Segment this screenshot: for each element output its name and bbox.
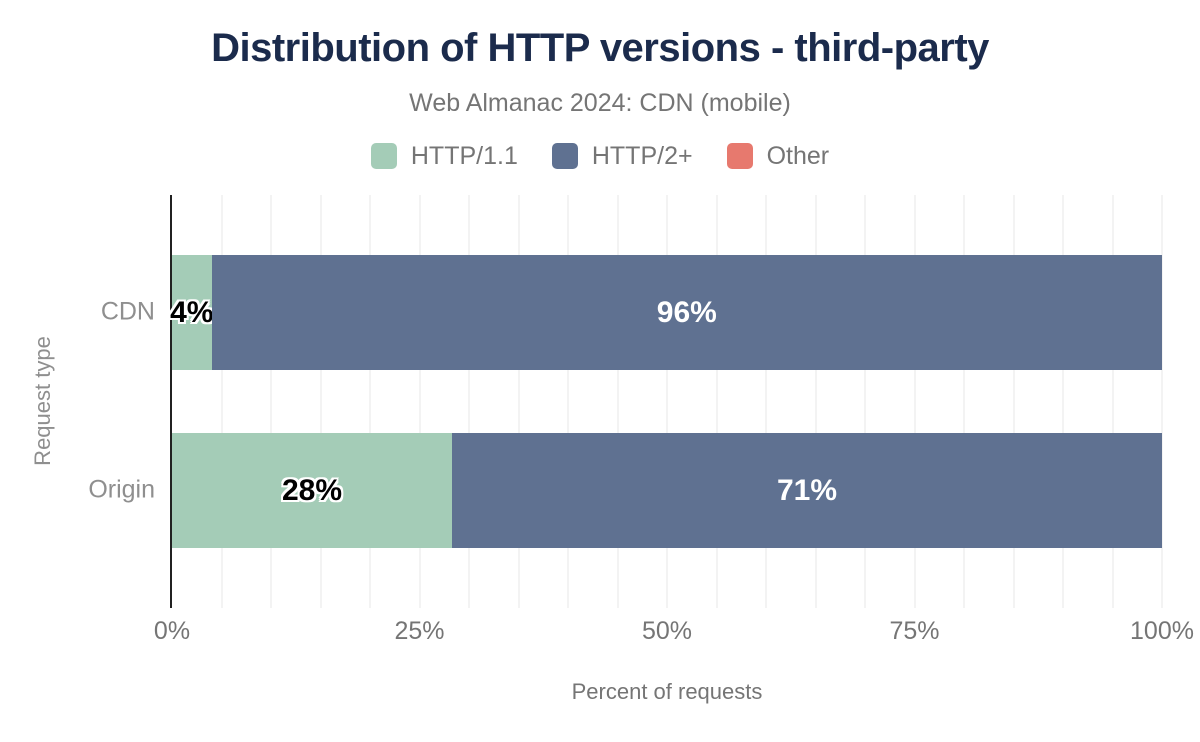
chart-subtitle: Web Almanac 2024: CDN (mobile)	[409, 89, 791, 117]
category-label-cdn: CDN	[100, 297, 155, 326]
y-axis-title: Request type	[30, 336, 55, 466]
chart-legend: HTTP/1.1 HTTP/2+ Other	[0, 140, 1200, 172]
gridline	[517, 195, 520, 608]
x-axis-title: Percent of requests	[571, 679, 763, 704]
x-tick-label-100: 100%	[1130, 617, 1194, 645]
bar-segment-cdn-http-2-[interactable]: 96%	[211, 255, 1162, 370]
gridline	[468, 195, 470, 608]
legend-swatch-icon	[726, 143, 753, 169]
bar-segment-label: 4%	[170, 295, 214, 329]
gridline	[270, 195, 272, 608]
gridline	[369, 195, 371, 608]
chart-title: Distribution of HTTP versions - third-pa…	[211, 26, 989, 70]
gridline	[1161, 195, 1163, 608]
legend-swatch-icon	[551, 143, 578, 169]
gridline	[666, 195, 668, 608]
legend-label: HTTP/1.1	[410, 141, 518, 170]
x-tick-label-0: 0%	[153, 617, 191, 645]
gridline	[963, 195, 965, 608]
x-tick-label-25: 25%	[394, 617, 445, 645]
gridline	[567, 195, 569, 608]
gridline	[319, 195, 322, 608]
gridline	[864, 195, 866, 608]
x-tick-label-75: 75%	[889, 617, 940, 645]
legend-item-http-1-1: HTTP/1.1	[370, 141, 518, 171]
bar-segment-label: 28%	[281, 473, 343, 507]
gridline	[715, 195, 718, 608]
legend-label: HTTP/2+	[591, 141, 693, 170]
legend-item-http-2-: HTTP/2+	[551, 141, 693, 171]
legend-item-other: Other	[726, 141, 830, 171]
gridline	[1062, 195, 1064, 608]
bar-segment-label: 96%	[656, 295, 717, 329]
legend-label: Other	[766, 141, 830, 170]
gridline	[220, 195, 223, 608]
gridline	[814, 195, 817, 608]
gridline	[616, 195, 619, 608]
y-axis-line	[170, 195, 172, 608]
bar-segment-origin-http-2-[interactable]: 71%	[452, 433, 1162, 548]
x-tick-label-50: 50%	[641, 617, 693, 645]
legend-swatch-icon	[370, 143, 397, 169]
bar-segment-cdn-http-1-1[interactable]: 4%	[170, 255, 214, 370]
gridline	[1111, 195, 1114, 608]
gridline	[418, 195, 421, 608]
bar-segment-label: 71%	[776, 473, 838, 507]
gridline	[913, 195, 916, 608]
bar-segment-origin-http-1-1[interactable]: 28%	[172, 433, 452, 548]
category-label-origin: Origin	[88, 475, 155, 504]
gridline	[1012, 195, 1015, 608]
bar-row-cdn: 4% 96%	[170, 255, 1162, 370]
gridline	[765, 195, 767, 608]
plot-area: 4% 96% 28% 71%	[170, 195, 1163, 608]
bar-row-origin: 28% 71%	[172, 433, 1162, 548]
